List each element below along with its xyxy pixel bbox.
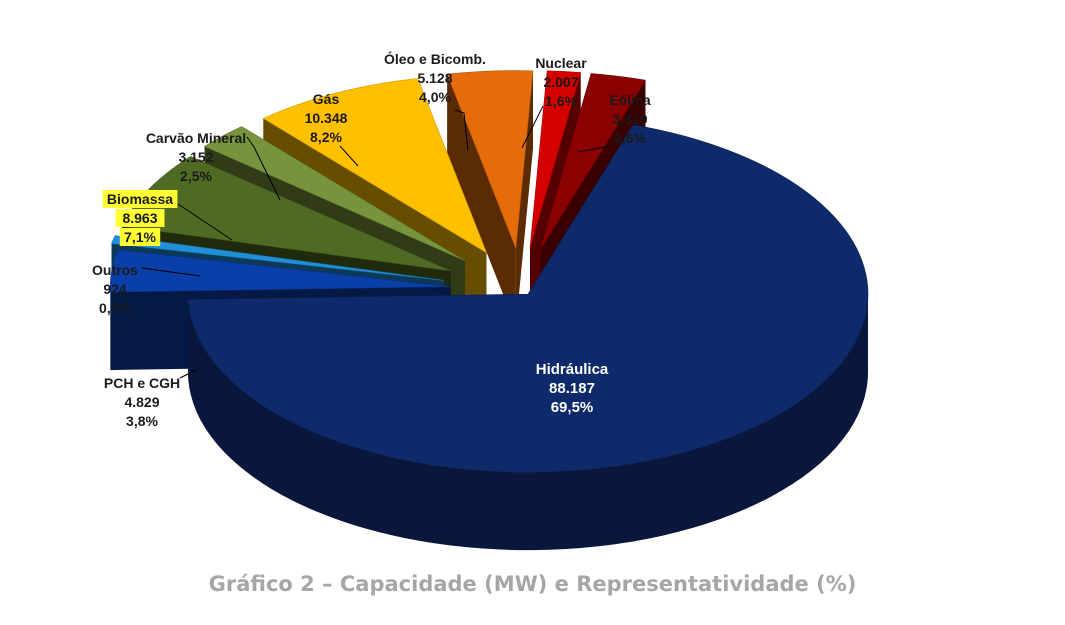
leader-pch-e-cgh xyxy=(179,369,197,379)
label-hidr-ulica-percent: 69,5% xyxy=(551,399,594,416)
leader-e-lica xyxy=(577,146,607,153)
label--leo-e-bicomb--value: 5.128 xyxy=(417,70,452,86)
slice-carv-o-mineral xyxy=(203,126,466,262)
label-hidr-ulica-value: 88.187 xyxy=(549,380,595,397)
slice-outros xyxy=(111,235,445,281)
leader-biomassa xyxy=(177,203,233,241)
label--leo-e-bicomb--percent: 4,0% xyxy=(419,89,451,105)
leader-carv-o-mineral xyxy=(246,136,281,201)
label-e-lica-name: Eólica xyxy=(609,92,650,108)
label-carv-o-mineral-percent: 2,5% xyxy=(180,168,212,184)
slice-e-lica xyxy=(540,73,646,250)
label--leo-e-bicomb--name: Óleo e Bicomb. xyxy=(384,50,486,67)
slice-side--leo-e-bicomb--0 xyxy=(447,74,516,327)
label-e-lica-percent: 2,6% xyxy=(614,130,646,146)
slice-hidr-ulica xyxy=(187,124,869,473)
label-hidr-ulica-name: Hidráulica xyxy=(536,361,609,378)
label-highlight-biomassa-value xyxy=(115,209,165,227)
label-pch-e-cgh-name: PCH e CGH xyxy=(104,375,180,391)
label-nuclear-name: Nuclear xyxy=(535,55,587,71)
label-outros-value: 924 xyxy=(103,281,127,297)
label-biomassa-value: 8.963 xyxy=(122,210,157,226)
label-carv-o-mineral-value: 3.152 xyxy=(178,149,213,165)
label-biomassa-percent: 7,1% xyxy=(124,229,156,245)
label-pch-e-cgh-percent: 3,8% xyxy=(126,413,158,429)
label-pch-e-cgh-value: 4.829 xyxy=(124,394,159,410)
label-highlight-biomassa-percent xyxy=(119,228,161,246)
label-nuclear-value: 2.007 xyxy=(543,74,578,90)
label-outros-name: Outros xyxy=(92,262,138,278)
slice-wall-hidr-ulica-0 xyxy=(188,294,868,551)
slice-g-s xyxy=(262,78,488,254)
leader-g-s xyxy=(339,145,359,167)
slice-pch-e-cgh xyxy=(110,249,451,293)
slice--leo-e-bicomb- xyxy=(446,70,534,249)
label-g-s-percent: 8,2% xyxy=(310,129,342,145)
slice-tops xyxy=(110,70,869,473)
leader-outros xyxy=(141,267,201,277)
label-biomassa-name: Biomassa xyxy=(107,191,173,207)
label-highlight-biomassa-name xyxy=(102,190,178,208)
chart-caption: Gráfico 2 – Capacidade (MW) e Representa… xyxy=(208,572,857,596)
slice-nuclear xyxy=(529,70,582,249)
label-e-lica-value: 3.319 xyxy=(612,111,647,127)
leader-lines xyxy=(141,105,607,379)
slice-labels: Hidráulica 88.187 69,5% PCH e CGH 4.829 3,8% O… xyxy=(92,50,651,429)
label-nuclear-percent: 1,6% xyxy=(545,93,577,109)
pie-chart: Hidráulica 88.187 69,5% PCH e CGH 4.829 3,8% O… xyxy=(92,50,869,551)
label-g-s-name: Gás xyxy=(313,91,340,107)
leader--leo-e-bicomb- xyxy=(454,109,469,152)
label-carv-o-mineral-name: Carvão Mineral xyxy=(146,130,246,146)
leader-nuclear xyxy=(521,105,544,149)
label-outros-percent: 0,7% xyxy=(99,300,131,316)
label-g-s-value: 10.348 xyxy=(305,110,348,126)
